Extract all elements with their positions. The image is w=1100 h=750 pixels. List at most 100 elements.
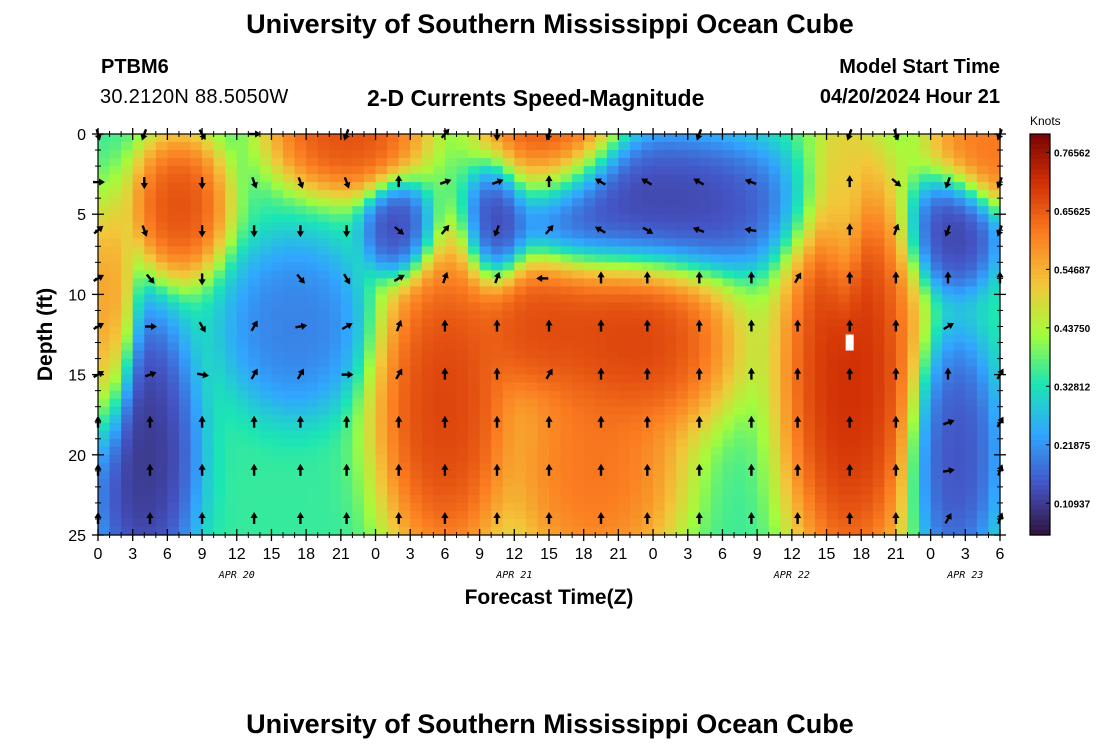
colorbar-cell (1030, 519, 1050, 526)
heat-cell (433, 150, 446, 159)
heat-cell (699, 366, 712, 376)
heat-cell (814, 462, 828, 472)
heat-cell (745, 254, 758, 263)
heat-cell (178, 414, 192, 424)
heat-cell (641, 502, 654, 512)
heat-cell (606, 214, 619, 223)
heat-cell (132, 222, 145, 231)
heat-cell (826, 406, 839, 416)
heat-cell (271, 166, 284, 175)
heat-cell (190, 430, 203, 440)
heat-cell (98, 262, 111, 271)
heat-cell (190, 478, 203, 488)
heat-cell (814, 286, 828, 295)
heat-cell (930, 230, 943, 239)
heat-cell (942, 486, 955, 496)
heat-cell (780, 526, 793, 536)
heat-cell (757, 238, 770, 247)
heat-cell (502, 150, 515, 159)
heat-cell (167, 366, 180, 376)
heat-cell (606, 510, 619, 520)
heat-cell (629, 214, 643, 223)
heat-cell (340, 406, 354, 416)
heat-cell (583, 382, 596, 392)
heat-cell (387, 174, 400, 183)
current-vector-arrow (341, 322, 353, 331)
heat-cell (444, 150, 458, 159)
heat-cell (549, 502, 562, 512)
heat-cell (329, 190, 342, 199)
heat-cell (352, 198, 365, 207)
heat-cell (213, 206, 226, 215)
heat-cell (421, 446, 434, 456)
heat-cell (907, 470, 920, 480)
heat-cell (872, 470, 885, 480)
heat-cell (641, 150, 654, 159)
heat-cell (965, 294, 978, 304)
heat-cell (976, 182, 990, 191)
heat-cell (306, 422, 319, 432)
heat-cell (444, 214, 458, 223)
heat-cell (167, 462, 180, 472)
heat-cell (572, 230, 585, 239)
heat-cell (398, 302, 411, 312)
heat-cell (213, 350, 226, 360)
heat-cell (676, 190, 689, 199)
heat-cell (653, 406, 666, 416)
heat-cell (363, 238, 377, 247)
current-vector-arrow (944, 512, 952, 524)
heat-cell (410, 246, 423, 255)
heat-cell (456, 502, 469, 512)
heat-cell (306, 270, 319, 279)
heat-cell (352, 478, 365, 488)
heat-cell (757, 150, 770, 159)
heat-cell (352, 342, 365, 352)
heat-cell (919, 494, 932, 504)
heat-cell (861, 486, 874, 496)
heat-cell (294, 350, 307, 360)
heat-cell (895, 462, 909, 472)
heat-cell (190, 422, 203, 432)
heat-cell (699, 398, 712, 408)
heat-cell (814, 366, 828, 376)
heat-cell (352, 502, 365, 512)
heat-cell (479, 374, 492, 384)
heat-cell (572, 462, 585, 472)
heat-cell (225, 326, 238, 336)
heat-cell (803, 334, 816, 344)
heat-cell (525, 390, 539, 400)
heat-cell (664, 198, 677, 207)
heat-cell (433, 518, 446, 528)
heat-cell (202, 326, 215, 336)
current-vector-arrow (343, 512, 351, 524)
heat-cell (178, 350, 192, 360)
heat-cell (780, 270, 793, 279)
heat-cell (190, 174, 203, 183)
heat-cell (271, 238, 284, 247)
heat-cell (352, 270, 365, 279)
heat-cell (294, 382, 307, 392)
heat-cell (525, 478, 539, 488)
colorbar-cell (1030, 209, 1050, 215)
heat-cell (375, 222, 388, 231)
heat-cell (144, 190, 157, 199)
heat-cell (583, 494, 596, 504)
heat-cell (930, 246, 943, 255)
heat-cell (352, 486, 365, 496)
arrow-head (845, 133, 853, 141)
heat-cell (421, 414, 434, 424)
heat-cell (641, 310, 654, 320)
heat-cell (109, 158, 122, 167)
heat-cell (919, 478, 932, 488)
heat-cell (838, 518, 851, 528)
heat-cell (433, 214, 446, 223)
heat-cell (502, 374, 515, 384)
colorbar-tick-label: 0.54687 (1054, 265, 1091, 276)
heat-cell (849, 510, 862, 520)
heat-cell (340, 198, 354, 207)
heat-cell (895, 142, 909, 151)
heat-cell (202, 414, 215, 424)
heat-cell (757, 414, 770, 424)
heat-cell (537, 414, 550, 424)
heat-cell (259, 222, 273, 231)
